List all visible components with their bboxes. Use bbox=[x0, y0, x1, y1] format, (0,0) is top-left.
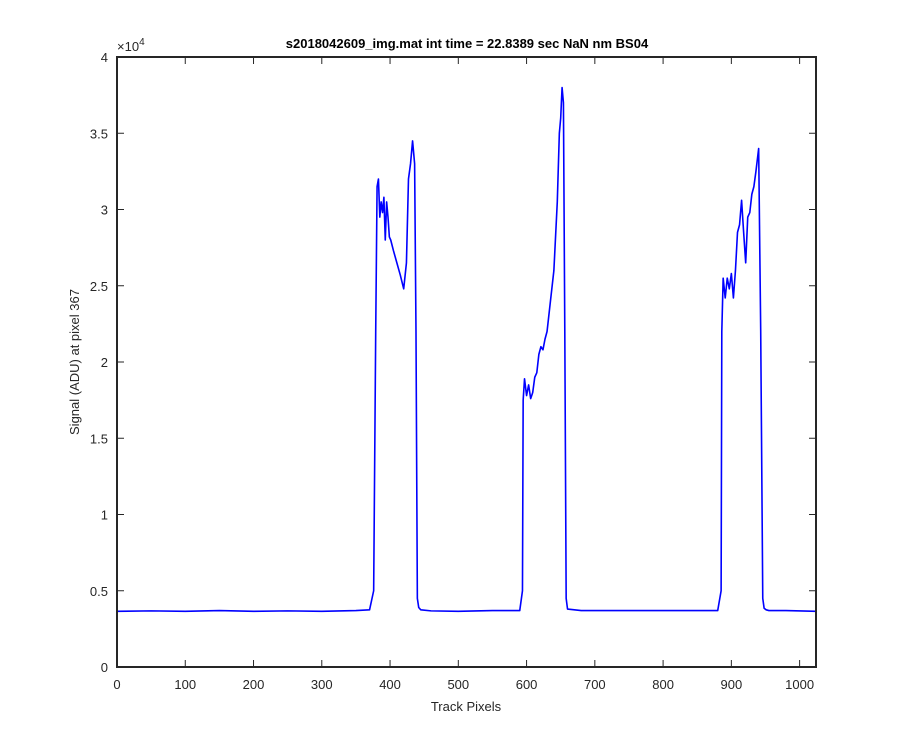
x-tick-label: 100 bbox=[174, 677, 196, 692]
signal-line bbox=[116, 86, 817, 613]
y-axis-ticks: 0 0.5 1 1.5 2 2.5 3 3.5 4 bbox=[90, 50, 816, 675]
x-tick-label: 500 bbox=[447, 677, 469, 692]
x-tick-label: 700 bbox=[584, 677, 606, 692]
y-tick-label: 1.5 bbox=[90, 431, 108, 446]
x-tick-label: 0 bbox=[113, 677, 120, 692]
chart-title: s2018042609_img.mat int time = 22.8389 s… bbox=[286, 36, 649, 51]
x-tick-label: 400 bbox=[379, 677, 401, 692]
y-tick-label: 3 bbox=[101, 203, 108, 218]
y-tick-label: 0 bbox=[101, 660, 108, 675]
x-tick-label: 800 bbox=[652, 677, 674, 692]
y-tick-label: 4 bbox=[101, 50, 108, 65]
series-layer bbox=[116, 86, 817, 613]
y-axis-exponent: ×104 bbox=[117, 37, 145, 54]
y-tick-label: 1 bbox=[101, 508, 108, 523]
x-tick-label: 900 bbox=[721, 677, 743, 692]
axes-box bbox=[116, 56, 817, 668]
x-tick-label: 300 bbox=[311, 677, 333, 692]
y-axis-label: Signal (ADU) at pixel 367 bbox=[67, 289, 82, 435]
x-axis-ticks: 0 100 200 300 400 500 600 700 800 900 1000 bbox=[113, 57, 814, 692]
y-tick-label: 2.5 bbox=[90, 279, 108, 294]
x-axis-label: Track Pixels bbox=[431, 699, 502, 714]
y-tick-label: 2 bbox=[101, 355, 108, 370]
x-tick-label: 200 bbox=[243, 677, 265, 692]
y-tick-label: 0.5 bbox=[90, 584, 108, 599]
y-tick-label: 3.5 bbox=[90, 126, 108, 141]
x-tick-label: 1000 bbox=[785, 677, 814, 692]
x-tick-label: 600 bbox=[516, 677, 538, 692]
plot-area bbox=[117, 57, 816, 667]
